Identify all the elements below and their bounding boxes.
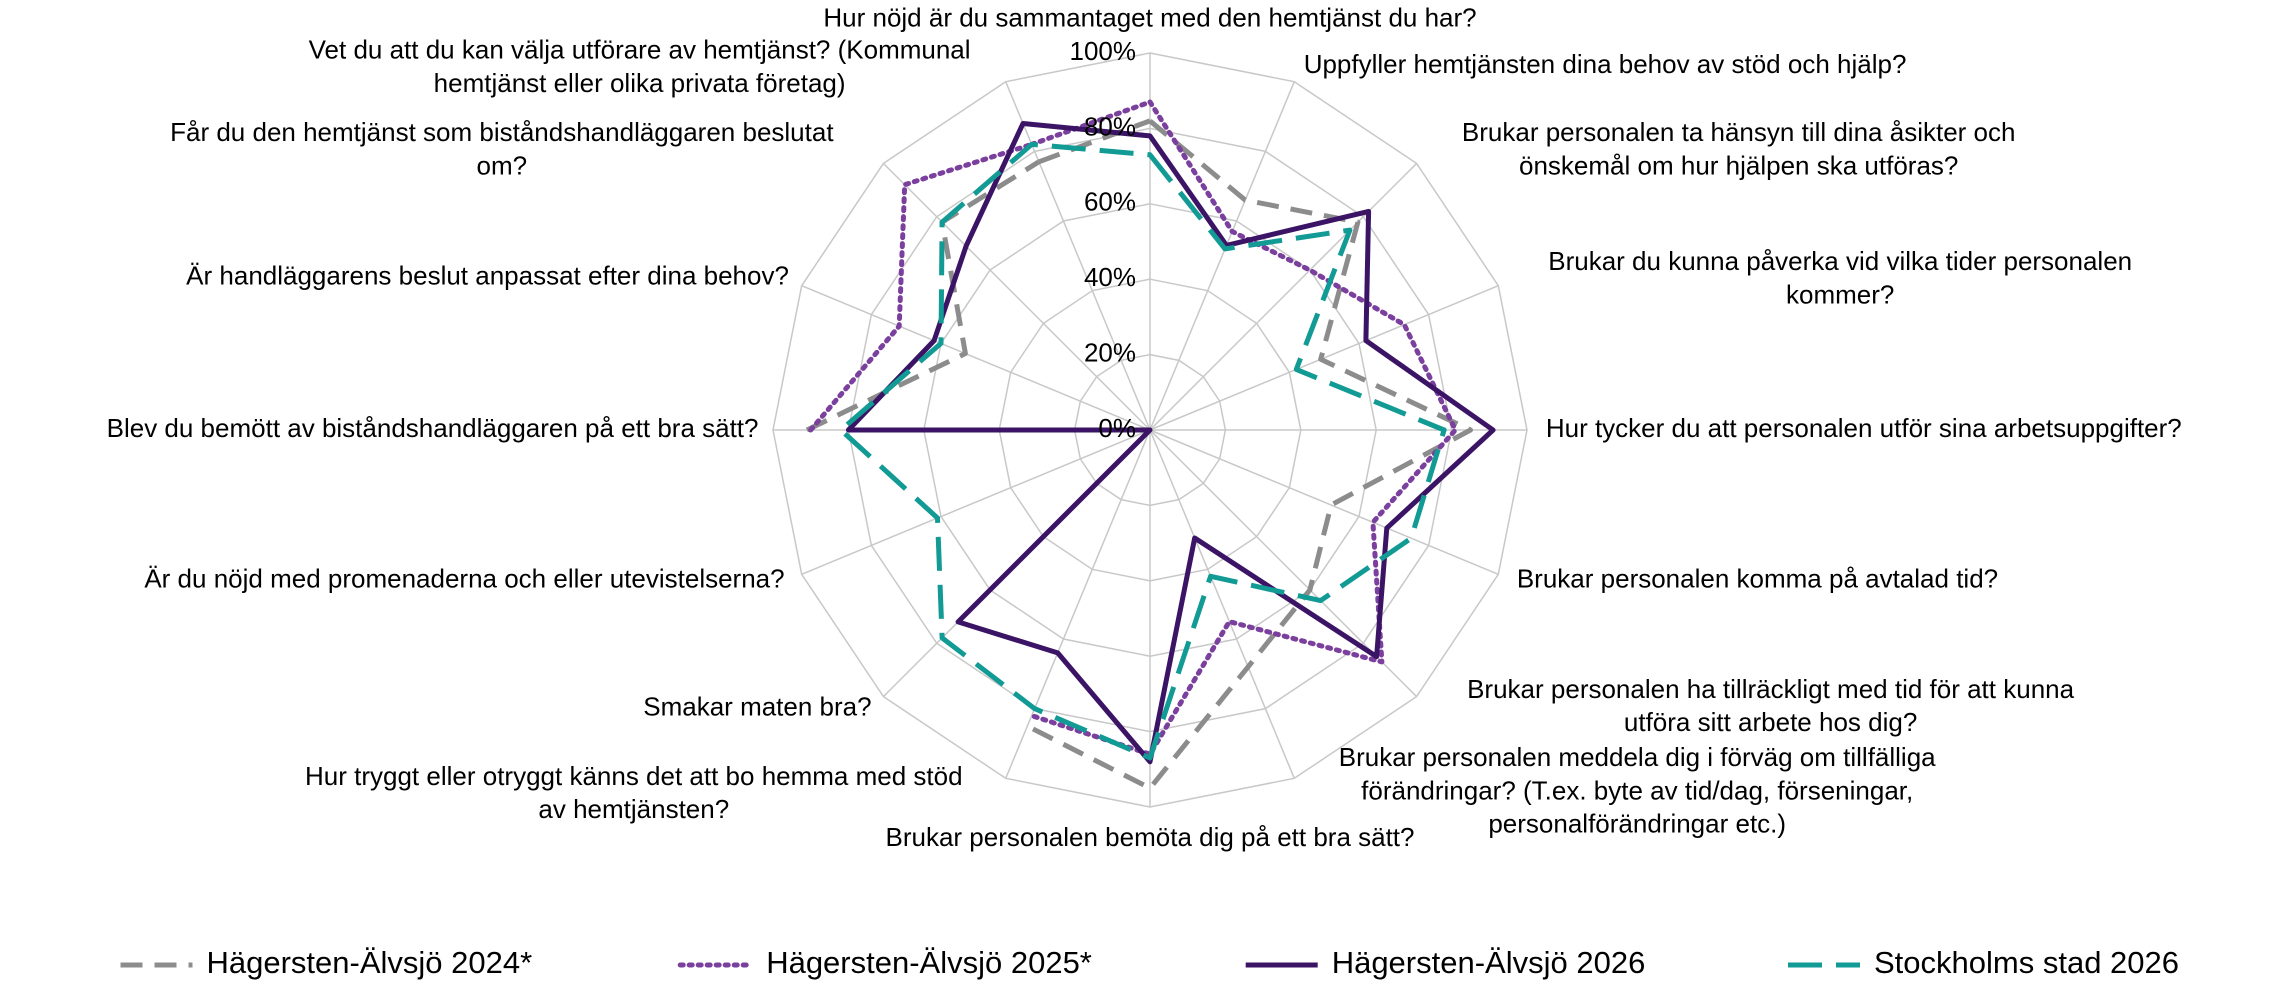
axis-label: Blev du bemött av biståndshandläggaren p… — [107, 413, 759, 443]
spoke — [1005, 429, 1151, 779]
axis-label: Brukar personalen komma på avtalad tid? — [1517, 564, 1998, 594]
spoke — [1149, 285, 1499, 431]
grid-ring — [847, 127, 1453, 733]
axis-label: önskemål om hur hjälpen ska utföras? — [1519, 150, 1958, 180]
axis-label: förändringar? (T.ex. byte av tid/dag, fö… — [1361, 775, 1913, 805]
r-tick-label: 60% — [1084, 187, 1136, 217]
series-line-wrap — [1029, 99, 1153, 147]
axis-label: Brukar personalen meddela dig i förväg o… — [1339, 742, 1936, 772]
spoke — [1149, 429, 1499, 575]
axis-label: Uppfyller hemtjänsten dina behov av stöd… — [1304, 49, 1907, 79]
series-line — [808, 99, 1458, 757]
spoke — [882, 162, 1151, 431]
axis-label: Hur tryggt eller otryggt känns det att b… — [305, 761, 963, 791]
r-tick-label: 40% — [1084, 262, 1136, 292]
grid-ring — [772, 52, 1528, 808]
axis-label: Brukar du kunna påverka vid vilka tider … — [1548, 246, 2132, 276]
r-tick-label: 0% — [1098, 413, 1136, 443]
axis-label: Brukar personalen bemöta dig på ett bra … — [886, 822, 1415, 852]
axis-label: personalförändringar etc.) — [1488, 809, 1786, 839]
grid-ring — [1073, 353, 1227, 507]
axis-label: Hur tycker du att personalen utför sina … — [1546, 413, 2182, 443]
axis-label: hemtjänst eller olika privata företag) — [434, 68, 846, 98]
axis-label: Smakar maten bra? — [643, 691, 871, 721]
r-tick-label: 100% — [1070, 36, 1137, 66]
legend-label: Hägersten-Älvsjö 2026 — [1332, 945, 1646, 980]
series-line — [838, 141, 1447, 761]
grid-ring — [998, 278, 1302, 582]
spoke — [1149, 429, 1295, 779]
axis-label: Hur nöjd är du sammantaget med den hemtj… — [823, 3, 1476, 33]
axis-label: Vet du att du kan välja utförare av hemt… — [309, 34, 971, 64]
axis-label: utföra sitt arbete hos dig? — [1624, 707, 1917, 737]
r-tick-label: 20% — [1084, 337, 1136, 367]
spoke — [1005, 81, 1151, 431]
spoke — [1149, 81, 1295, 431]
r-tick-label: 80% — [1084, 111, 1136, 141]
axis-label: Är handläggarens beslut anpassat efter d… — [186, 261, 789, 291]
axis-label: av hemtjänsten? — [538, 794, 729, 824]
axis-label: Får du den hemtjänst som biståndshandläg… — [170, 117, 834, 147]
legend-label: Stockholms stad 2026 — [1874, 945, 2179, 980]
axis-label: Är du nöjd med promenaderna och eller ut… — [144, 564, 784, 594]
series-line — [845, 121, 1496, 765]
spoke — [801, 429, 1151, 575]
axis-label: kommer? — [1786, 279, 1894, 309]
series-line-wrap — [1038, 118, 1151, 165]
axis-label: om? — [477, 150, 528, 180]
spoke — [801, 285, 1151, 431]
axis-label: Brukar personalen ta hänsyn till dina ås… — [1462, 117, 2016, 147]
spoke — [1149, 162, 1418, 431]
legend-label: Hägersten-Älvsjö 2024* — [207, 945, 533, 980]
axis-label: Brukar personalen ha tillräckligt med ti… — [1467, 674, 2075, 704]
legend-label: Hägersten-Älvsjö 2025* — [766, 945, 1092, 980]
